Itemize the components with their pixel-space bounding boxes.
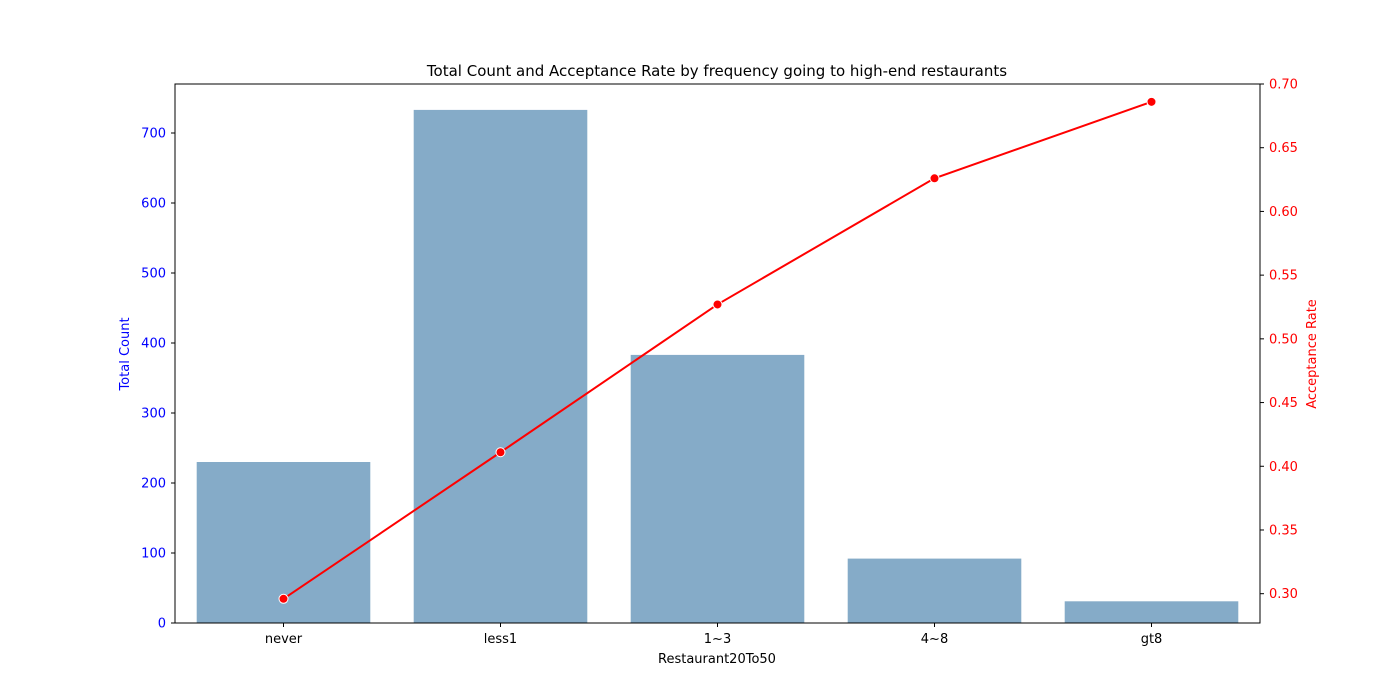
rate-point-less1: [495, 447, 506, 458]
x-tick-label: less1: [484, 632, 517, 647]
left-tick-label: 100: [141, 547, 166, 562]
bar-group: [196, 109, 1239, 623]
left-tick-label: 500: [141, 267, 166, 282]
right-tick-label: 0.45: [1269, 396, 1298, 411]
right-tick-label: 0.30: [1269, 587, 1298, 602]
line-group: [278, 96, 1157, 604]
chart-title: Total Count and Acceptance Rate by frequ…: [426, 62, 1007, 80]
right-tick-label: 0.60: [1269, 205, 1298, 220]
rate-point-never: [278, 593, 289, 604]
left-tick-label: 300: [141, 407, 166, 422]
right-tick-label: 0.70: [1269, 78, 1298, 93]
x-tick-label: 1~3: [704, 632, 731, 647]
x-tick-label: gt8: [1141, 632, 1163, 647]
bar-1~3: [630, 354, 805, 623]
right-tick-label: 0.65: [1269, 141, 1298, 156]
left-tick-label: 400: [141, 337, 166, 352]
left-axis: 0 100 200 300 400 500 600 700: [141, 127, 175, 632]
right-axis-label: Acceptance Rate: [1305, 299, 1320, 409]
rate-point-4~8: [929, 173, 940, 184]
bar-gt8: [1064, 601, 1239, 623]
x-tick-label: never: [265, 632, 303, 647]
bar-4~8: [847, 558, 1022, 623]
bar-less1: [413, 109, 588, 623]
left-tick-label: 0: [158, 617, 166, 632]
right-tick-label: 0.40: [1269, 460, 1298, 475]
x-axis: never less1 1~3 4~8 gt8: [265, 623, 1162, 647]
right-tick-label: 0.50: [1269, 332, 1298, 347]
right-tick-label: 0.55: [1269, 269, 1298, 284]
rate-point-1~3: [712, 299, 723, 310]
x-tick-label: 4~8: [921, 632, 948, 647]
left-axis-label: Total Count: [118, 317, 133, 391]
left-tick-label: 600: [141, 197, 166, 212]
right-tick-label: 0.35: [1269, 523, 1298, 538]
rate-point-gt8: [1146, 96, 1157, 107]
left-tick-label: 200: [141, 477, 166, 492]
right-axis: 0.30 0.35 0.40 0.45 0.50 0.55 0.60 0.65 0.70: [1260, 78, 1298, 602]
left-tick-label: 700: [141, 127, 166, 142]
x-axis-label: Restaurant20To50: [658, 652, 776, 667]
